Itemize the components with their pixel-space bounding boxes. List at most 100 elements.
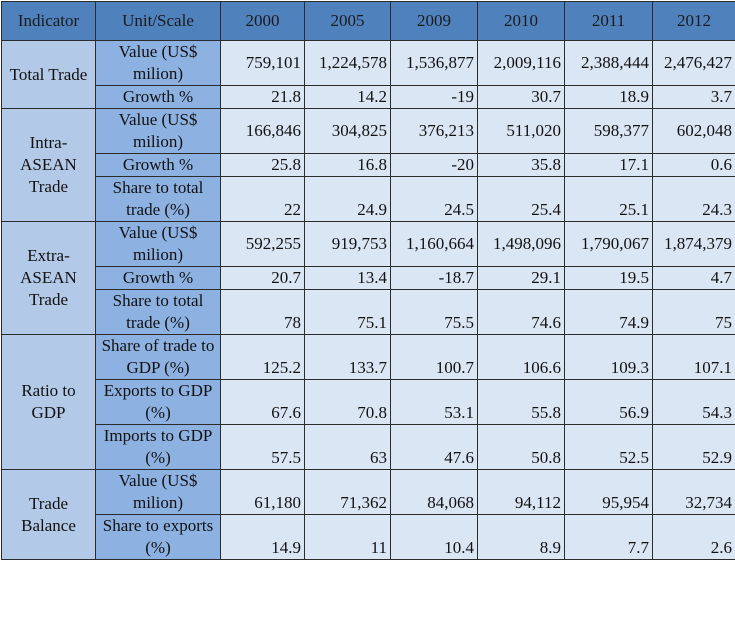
value-cell: 13.4 — [305, 267, 391, 290]
table-row: Share to total trade (%) 22 24.9 24.5 25… — [2, 177, 735, 222]
unit-cell: Growth % — [96, 154, 221, 177]
value-cell: 75 — [653, 290, 735, 335]
header-year-2012: 2012 — [653, 2, 735, 41]
value-cell: 56.9 — [565, 380, 653, 425]
unit-cell: Exports to GDP (%) — [96, 380, 221, 425]
value-cell: 133.7 — [305, 335, 391, 380]
indicator-cell: Trade Balance — [2, 470, 96, 560]
value-cell: 919,753 — [305, 222, 391, 267]
value-cell: 19.5 — [565, 267, 653, 290]
table-row: Growth % 20.7 13.4 -18.7 29.1 19.5 4.7 — [2, 267, 735, 290]
value-cell: 511,020 — [478, 109, 565, 154]
value-cell: 35.8 — [478, 154, 565, 177]
value-cell: 0.6 — [653, 154, 735, 177]
indicator-cell: Ratio to GDP — [2, 335, 96, 470]
value-cell: 18.9 — [565, 86, 653, 109]
value-cell: -19 — [391, 86, 478, 109]
header-row: Indicator Unit/Scale 2000 2005 2009 2010… — [2, 2, 735, 41]
table-row: Imports to GDP (%) 57.5 63 47.6 50.8 52.… — [2, 425, 735, 470]
value-cell: 592,255 — [221, 222, 305, 267]
value-cell: 125.2 — [221, 335, 305, 380]
value-cell: 29.1 — [478, 267, 565, 290]
value-cell: 70.8 — [305, 380, 391, 425]
value-cell: 21.8 — [221, 86, 305, 109]
header-indicator: Indicator — [2, 2, 96, 41]
value-cell: 25.1 — [565, 177, 653, 222]
value-cell: 2,009,116 — [478, 41, 565, 86]
value-cell: 94,112 — [478, 470, 565, 515]
table-row: Trade Balance Value (US$ milion) 61,180 … — [2, 470, 735, 515]
value-cell: 1,874,379 — [653, 222, 735, 267]
unit-cell: Share to total trade (%) — [96, 290, 221, 335]
header-year-2009: 2009 — [391, 2, 478, 41]
value-cell: 74.6 — [478, 290, 565, 335]
unit-cell: Share of trade to GDP (%) — [96, 335, 221, 380]
header-year-2000: 2000 — [221, 2, 305, 41]
header-year-2005: 2005 — [305, 2, 391, 41]
value-cell: 4.7 — [653, 267, 735, 290]
header-year-2011: 2011 — [565, 2, 653, 41]
value-cell: 14.9 — [221, 515, 305, 560]
indicator-cell: Total Trade — [2, 41, 96, 109]
value-cell: 63 — [305, 425, 391, 470]
unit-cell: Share to total trade (%) — [96, 177, 221, 222]
value-cell: 2,476,427 — [653, 41, 735, 86]
table-row: Total Trade Value (US$ milion) 759,101 1… — [2, 41, 735, 86]
trade-table: Indicator Unit/Scale 2000 2005 2009 2010… — [1, 1, 735, 560]
unit-cell: Value (US$ milion) — [96, 222, 221, 267]
value-cell: 50.8 — [478, 425, 565, 470]
value-cell: 30.7 — [478, 86, 565, 109]
value-cell: 1,536,877 — [391, 41, 478, 86]
value-cell: 74.9 — [565, 290, 653, 335]
value-cell: 759,101 — [221, 41, 305, 86]
value-cell: 2.6 — [653, 515, 735, 560]
unit-cell: Growth % — [96, 267, 221, 290]
value-cell: -18.7 — [391, 267, 478, 290]
value-cell: 75.1 — [305, 290, 391, 335]
table-row: Intra-ASEAN Trade Value (US$ milion) 166… — [2, 109, 735, 154]
value-cell: 166,846 — [221, 109, 305, 154]
value-cell: 55.8 — [478, 380, 565, 425]
value-cell: 24.9 — [305, 177, 391, 222]
table-row: Ratio to GDP Share of trade to GDP (%) 1… — [2, 335, 735, 380]
value-cell: 47.6 — [391, 425, 478, 470]
unit-cell: Growth % — [96, 86, 221, 109]
value-cell: 24.3 — [653, 177, 735, 222]
value-cell: 1,160,664 — [391, 222, 478, 267]
value-cell: 32,734 — [653, 470, 735, 515]
value-cell: 598,377 — [565, 109, 653, 154]
value-cell: 78 — [221, 290, 305, 335]
unit-cell: Imports to GDP (%) — [96, 425, 221, 470]
value-cell: 16.8 — [305, 154, 391, 177]
unit-cell: Value (US$ milion) — [96, 109, 221, 154]
header-unit-scale: Unit/Scale — [96, 2, 221, 41]
value-cell: 2,388,444 — [565, 41, 653, 86]
value-cell: 1,224,578 — [305, 41, 391, 86]
unit-cell: Value (US$ milion) — [96, 41, 221, 86]
table-row: Extra-ASEAN Trade Value (US$ milion) 592… — [2, 222, 735, 267]
value-cell: 54.3 — [653, 380, 735, 425]
value-cell: 1,790,067 — [565, 222, 653, 267]
value-cell: 61,180 — [221, 470, 305, 515]
table-row: Share to total trade (%) 78 75.1 75.5 74… — [2, 290, 735, 335]
value-cell: -20 — [391, 154, 478, 177]
value-cell: 57.5 — [221, 425, 305, 470]
unit-cell: Value (US$ milion) — [96, 470, 221, 515]
value-cell: 107.1 — [653, 335, 735, 380]
value-cell: 17.1 — [565, 154, 653, 177]
value-cell: 7.7 — [565, 515, 653, 560]
value-cell: 14.2 — [305, 86, 391, 109]
value-cell: 3.7 — [653, 86, 735, 109]
indicator-cell: Extra-ASEAN Trade — [2, 222, 96, 335]
table-row: Growth % 21.8 14.2 -19 30.7 18.9 3.7 — [2, 86, 735, 109]
value-cell: 52.5 — [565, 425, 653, 470]
value-cell: 10.4 — [391, 515, 478, 560]
value-cell: 20.7 — [221, 267, 305, 290]
value-cell: 75.5 — [391, 290, 478, 335]
value-cell: 11 — [305, 515, 391, 560]
table-row: Growth % 25.8 16.8 -20 35.8 17.1 0.6 — [2, 154, 735, 177]
value-cell: 25.8 — [221, 154, 305, 177]
table-row: Exports to GDP (%) 67.6 70.8 53.1 55.8 5… — [2, 380, 735, 425]
value-cell: 376,213 — [391, 109, 478, 154]
value-cell: 25.4 — [478, 177, 565, 222]
